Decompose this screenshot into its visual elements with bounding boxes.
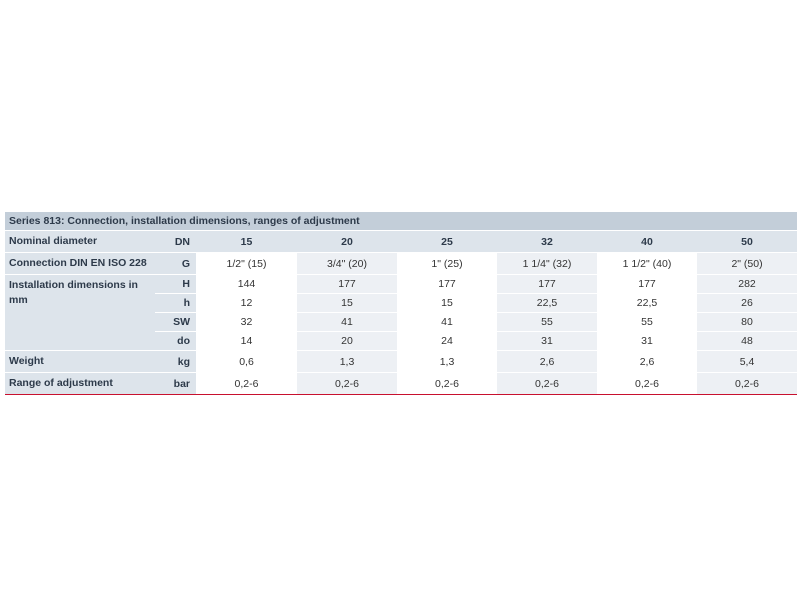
cell: 0,2-6 [497, 372, 597, 395]
cell: 0,2-6 [196, 372, 297, 395]
cell: 14 [196, 331, 297, 351]
cell: 5,4 [697, 350, 798, 373]
column-header: 40 [597, 230, 697, 253]
cell: 20 [297, 331, 397, 351]
data-row: SW 32 41 41 55 55 80 [5, 312, 798, 332]
cell: 0,2-6 [597, 372, 697, 395]
cell: 1,3 [297, 350, 397, 373]
cell: 177 [597, 274, 697, 294]
row-label: Connection DIN EN ISO 228 [5, 252, 155, 275]
data-row: Weight kg 0,6 1,3 1,3 2,6 2,6 5,4 [5, 350, 798, 373]
data-row: Connection DIN EN ISO 228 G 1/2" (15) 3/4" … [5, 252, 798, 275]
cell: 1 1/4" (32) [497, 252, 597, 275]
data-row: Range of adjustment bar 0,2-6 0,2-6 0,2-6 0,2… [5, 372, 798, 395]
cell: 31 [597, 331, 697, 351]
cell: 177 [397, 274, 497, 294]
row-label: Installation dimensions in mm [5, 274, 155, 351]
cell: 26 [697, 293, 798, 313]
row-label: Nominal diameter [5, 230, 155, 253]
cell: 24 [397, 331, 497, 351]
cell: 48 [697, 331, 798, 351]
unit: kg [155, 350, 196, 373]
cell: 1/2" (15) [196, 252, 297, 275]
column-header: 20 [297, 230, 397, 253]
unit: SW [155, 312, 196, 332]
cell: 282 [697, 274, 798, 294]
cell: 1 1/2" (40) [597, 252, 697, 275]
column-header: 25 [397, 230, 497, 253]
cell: 32 [196, 312, 297, 332]
unit: bar [155, 372, 196, 395]
cell: 15 [297, 293, 397, 313]
cell: 2,6 [597, 350, 697, 373]
unit: h [155, 293, 196, 313]
cell: 0,2-6 [697, 372, 798, 395]
cell: 22,5 [497, 293, 597, 313]
header-row: Nominal diameter DN 15 20 25 32 40 50 [5, 230, 798, 253]
unit: H [155, 274, 196, 294]
data-row: do 14 20 24 31 31 48 [5, 331, 798, 351]
cell: 1" (25) [397, 252, 497, 275]
column-header: 15 [196, 230, 297, 253]
cell: 41 [297, 312, 397, 332]
row-label: Weight [5, 350, 155, 373]
cell: 80 [697, 312, 798, 332]
cell: 31 [497, 331, 597, 351]
column-header: 50 [697, 230, 798, 253]
cell: 41 [397, 312, 497, 332]
data-table: Series 813: Connection, installation dim… [5, 212, 798, 395]
cell: 177 [297, 274, 397, 294]
cell: 1,3 [397, 350, 497, 373]
table-wrap: Series 813: Connection, installation dim… [5, 212, 798, 395]
cell: 55 [497, 312, 597, 332]
cell: 0,2-6 [397, 372, 497, 395]
column-header: 32 [497, 230, 597, 253]
cell: 55 [597, 312, 697, 332]
unit: do [155, 331, 196, 351]
cell: 3/4" (20) [297, 252, 397, 275]
data-row: Installation dimensions in mm H 144 177 177 1… [5, 274, 798, 351]
cell: 0,2-6 [297, 372, 397, 395]
cell: 2" (50) [697, 252, 798, 275]
unit: G [155, 252, 196, 275]
cell: 22,5 [597, 293, 697, 313]
cell: 0,6 [196, 350, 297, 373]
row-label: Range of adjustment [5, 372, 155, 395]
title-row: Series 813: Connection, installation dim… [5, 212, 798, 231]
data-row: h 12 15 15 22,5 22,5 26 [5, 293, 798, 313]
table-title: Series 813: Connection, installation dim… [5, 212, 798, 231]
cell: 15 [397, 293, 497, 313]
cell: 2,6 [497, 350, 597, 373]
cell: 177 [497, 274, 597, 294]
cell: 144 [196, 274, 297, 294]
unit: DN [155, 230, 196, 253]
cell: 12 [196, 293, 297, 313]
